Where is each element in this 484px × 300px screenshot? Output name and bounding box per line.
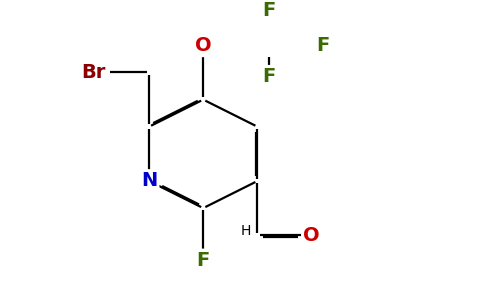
Text: O: O xyxy=(303,226,320,245)
Text: F: F xyxy=(262,1,276,20)
Text: H: H xyxy=(241,224,251,239)
Text: O: O xyxy=(195,36,212,55)
Text: F: F xyxy=(197,250,210,269)
Text: F: F xyxy=(262,67,276,86)
Text: F: F xyxy=(317,36,330,55)
Text: Br: Br xyxy=(81,63,106,82)
Text: N: N xyxy=(141,172,157,190)
